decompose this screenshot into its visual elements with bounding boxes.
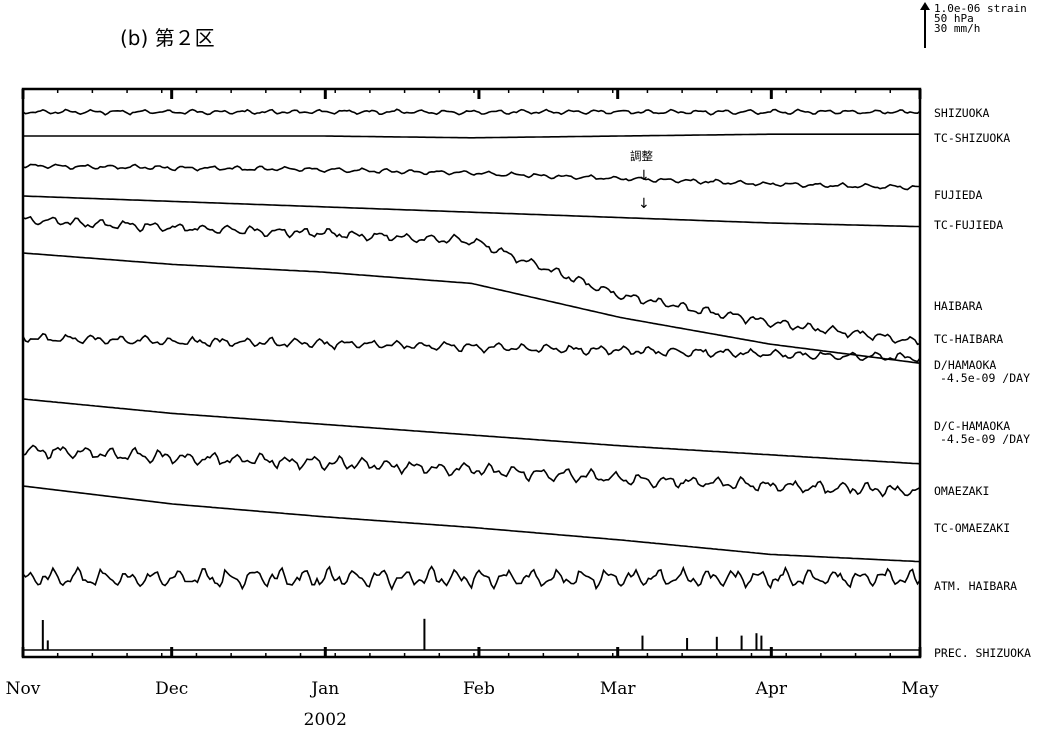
scale-pressure: 50 hPa: [934, 12, 974, 25]
series-trace: [22, 398, 921, 465]
series-label: TC-OMAEZAKI: [934, 521, 1010, 535]
series-sublabel: -4.5e-09 /DAY: [940, 371, 1030, 385]
scale-bar: [924, 8, 926, 48]
traces: [22, 108, 921, 651]
series-label: OMAEZAKI: [934, 484, 989, 498]
x-tick-label: Jan: [309, 679, 339, 699]
x-tick-label: May: [901, 679, 939, 699]
x-tick-label: Nov: [6, 679, 41, 699]
series-trace: [22, 332, 921, 363]
arrow-down-icon: ↓: [638, 168, 650, 184]
x-tick-label: Feb: [463, 679, 495, 699]
series-trace: [22, 252, 921, 364]
x-tick-label: Dec: [155, 679, 188, 699]
series-label: TC-SHIZUOKA: [934, 131, 1010, 145]
series-label: TC-HAIBARA: [934, 332, 1003, 346]
series-label: HAIBARA: [934, 299, 983, 313]
series-labels: SHIZUOKA TC-SHIZUOKA FUJIEDA TC-FUJIEDA HAIB…: [934, 106, 1031, 660]
series-trace: [22, 565, 921, 592]
series-trace: [22, 108, 921, 116]
series-trace: [22, 215, 921, 346]
series-trace: [22, 163, 920, 191]
series-trace: [22, 485, 921, 563]
x-tick-label: Mar: [600, 679, 637, 699]
series-sublabel: -4.5e-09 /DAY: [940, 432, 1030, 446]
series-label: D/C-HAMAOKA: [934, 419, 1010, 433]
series-label: FUJIEDA: [934, 188, 983, 202]
scale-precip: 30 mm/h: [934, 22, 981, 35]
series-label: PREC. SHIZUOKA: [934, 646, 1031, 660]
arrow-down-icon: ↓: [638, 196, 650, 212]
series-label: SHIZUOKA: [934, 106, 989, 120]
series-label: ATM. HAIBARA: [934, 579, 1017, 593]
x-tick-label: Apr: [755, 679, 788, 699]
x-ticks: Nov Dec Jan Feb Mar Apr May 2002: [6, 89, 939, 730]
year-label: 2002: [304, 710, 347, 730]
arrow-up-icon: [920, 2, 930, 10]
scale-legend: 1.0e-06 strain 50 hPa 30 mm/h: [920, 2, 1027, 48]
annotation-group: 調整 ↓ ↓: [630, 149, 653, 212]
series-label: D/HAMAOKA: [934, 358, 996, 372]
series-trace: [23, 133, 920, 139]
scale-strain: 1.0e-06 strain: [934, 2, 1027, 15]
series-label: TC-FUJIEDA: [934, 218, 1003, 232]
plot-frame: [21, 87, 922, 659]
series-trace: [22, 195, 921, 228]
series-trace: [22, 444, 921, 498]
annotation-label: 調整: [630, 149, 653, 163]
page-title: (b) 第２区: [120, 26, 215, 50]
